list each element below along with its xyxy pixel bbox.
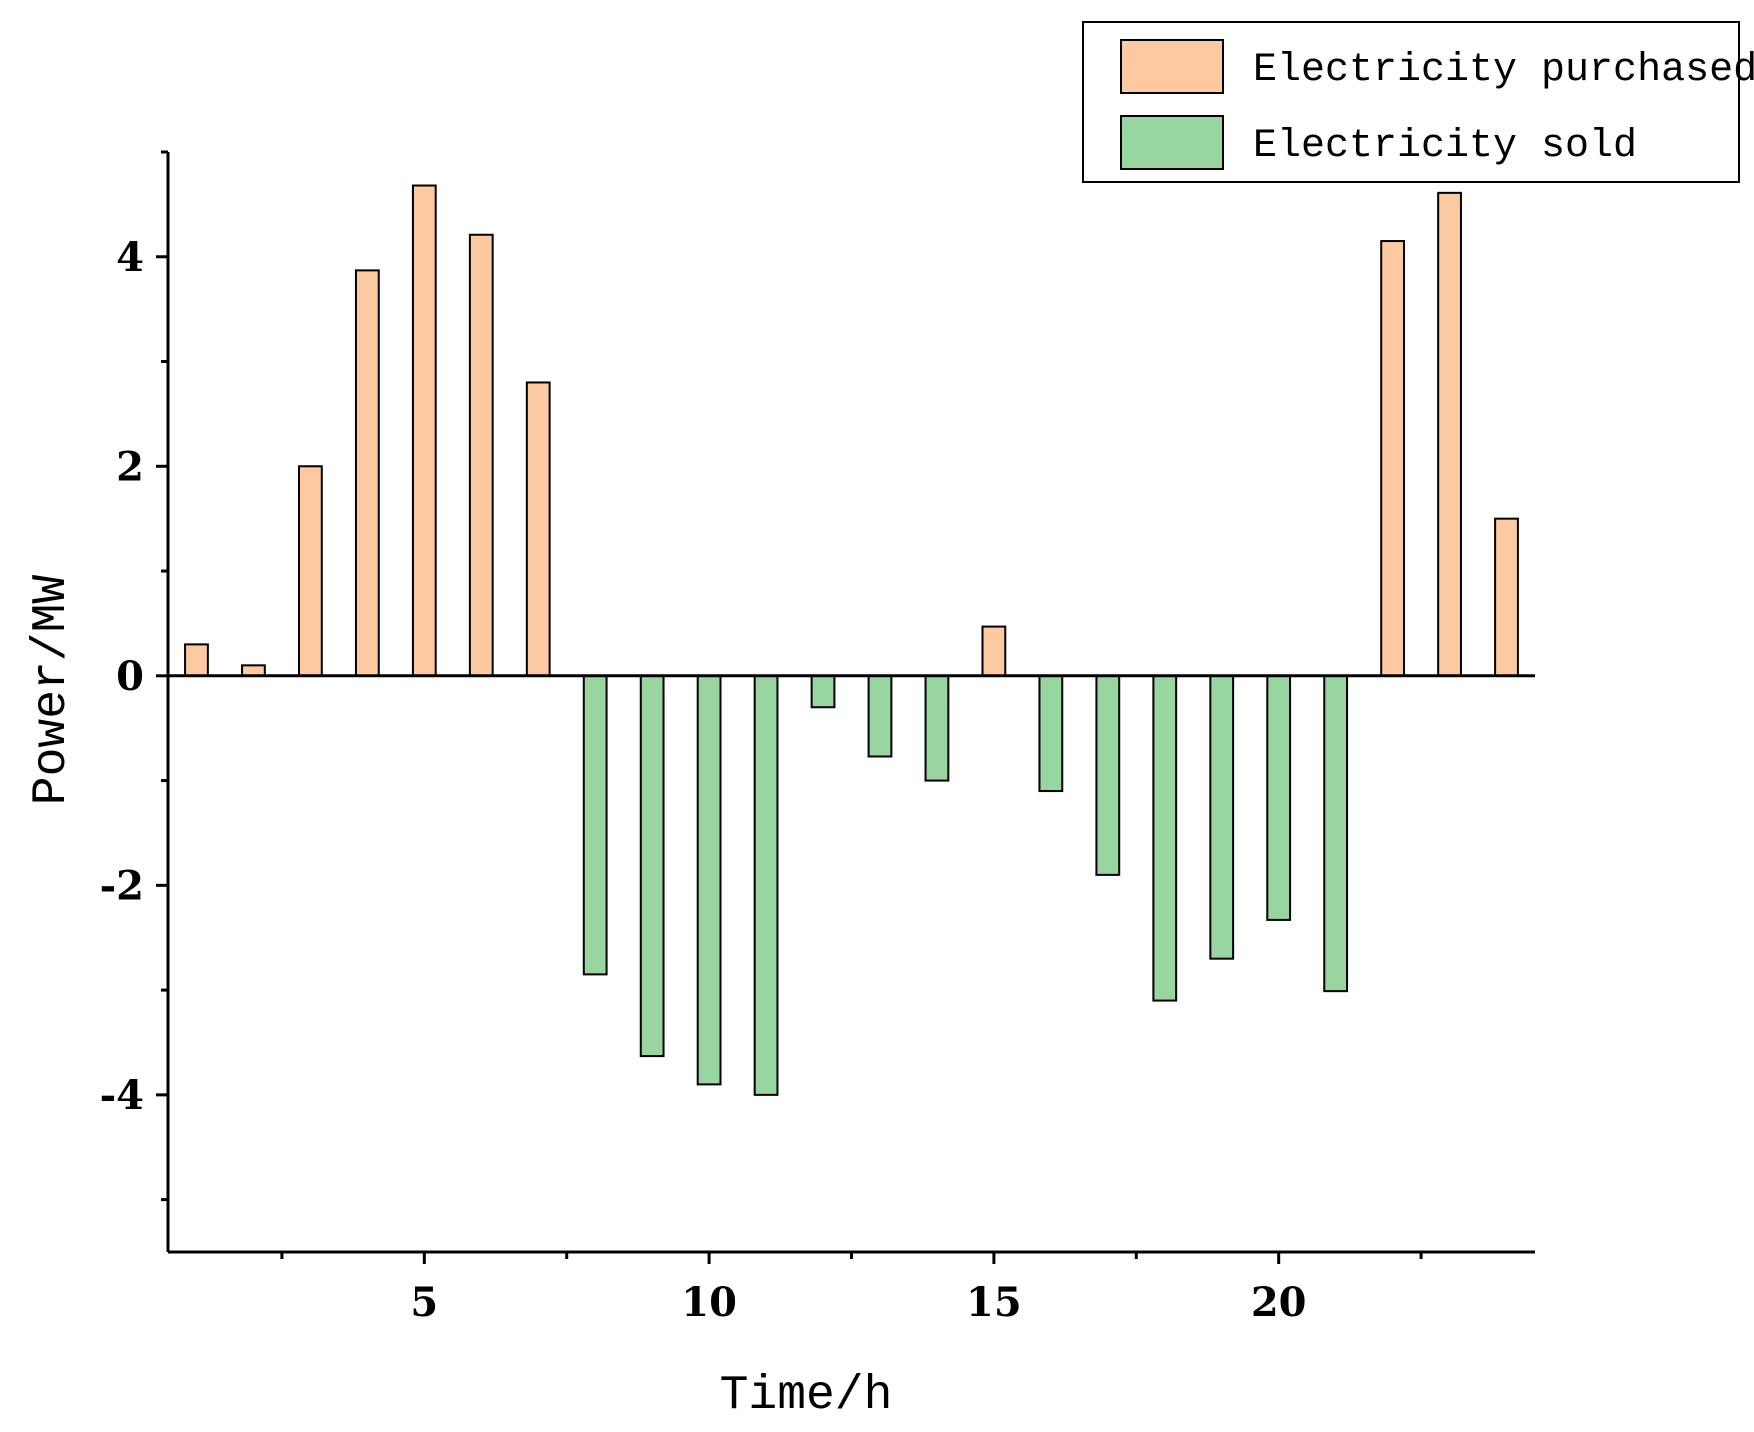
legend-label-sold: Electricity sold xyxy=(1253,124,1637,169)
bar-purchased-4 xyxy=(354,269,380,677)
bar-sold-21 xyxy=(1323,674,1349,993)
bar-sold-17 xyxy=(1095,674,1121,876)
bar-purchased-3 xyxy=(298,465,323,677)
y-tick-label: 4 xyxy=(116,234,144,281)
bar-purchased-6 xyxy=(468,233,494,677)
x-tick-label: 10 xyxy=(681,1279,737,1326)
x-tick-label: 5 xyxy=(410,1279,438,1326)
bar-sold-9 xyxy=(639,674,665,1058)
bar-sold-20 xyxy=(1266,674,1292,921)
bar-sold-13 xyxy=(867,674,893,758)
bar-sold-11 xyxy=(753,674,779,1096)
bar-sold-12 xyxy=(810,674,836,709)
bar-sold-16 xyxy=(1038,674,1064,793)
ticks-layer: -4 -2 0 2 4 5 10 15 20 xyxy=(100,150,1423,1326)
y-tick-label: -4 xyxy=(100,1072,144,1119)
bar-sold-18 xyxy=(1152,674,1178,1002)
bar-purchased-1 xyxy=(184,643,209,677)
bar-purchased-22 xyxy=(1380,240,1405,677)
bar-sold-10 xyxy=(696,674,722,1086)
x-tick-label: 15 xyxy=(966,1279,1022,1326)
bar-purchased-23 xyxy=(1437,191,1462,677)
legend-swatch-purchased xyxy=(1120,39,1224,94)
bar-purchased-5 xyxy=(411,184,437,677)
bar-purchased-24 xyxy=(1494,517,1519,677)
y-tick-label: 0 xyxy=(116,653,144,700)
x-axis-title: Time/h xyxy=(720,1369,893,1423)
bar-sold-8 xyxy=(582,674,608,976)
bar-sold-14 xyxy=(924,674,950,782)
y-axis-title: Power/MW xyxy=(25,575,79,806)
legend: Electricity purchased Electricity sold xyxy=(1082,21,1754,183)
y-tick-label: -2 xyxy=(100,862,144,909)
bar-purchased-7 xyxy=(525,381,551,677)
x-tick-label: 20 xyxy=(1251,1279,1307,1326)
bar-purchased-15 xyxy=(981,625,1007,677)
legend-swatch-sold xyxy=(1120,115,1224,170)
bar-purchased-2 xyxy=(241,664,266,677)
legend-label-purchased: Electricity purchased xyxy=(1253,48,1754,93)
bar-sold-19 xyxy=(1209,674,1235,960)
bars-layer xyxy=(184,184,1519,1096)
y-tick-label: 2 xyxy=(116,443,144,490)
